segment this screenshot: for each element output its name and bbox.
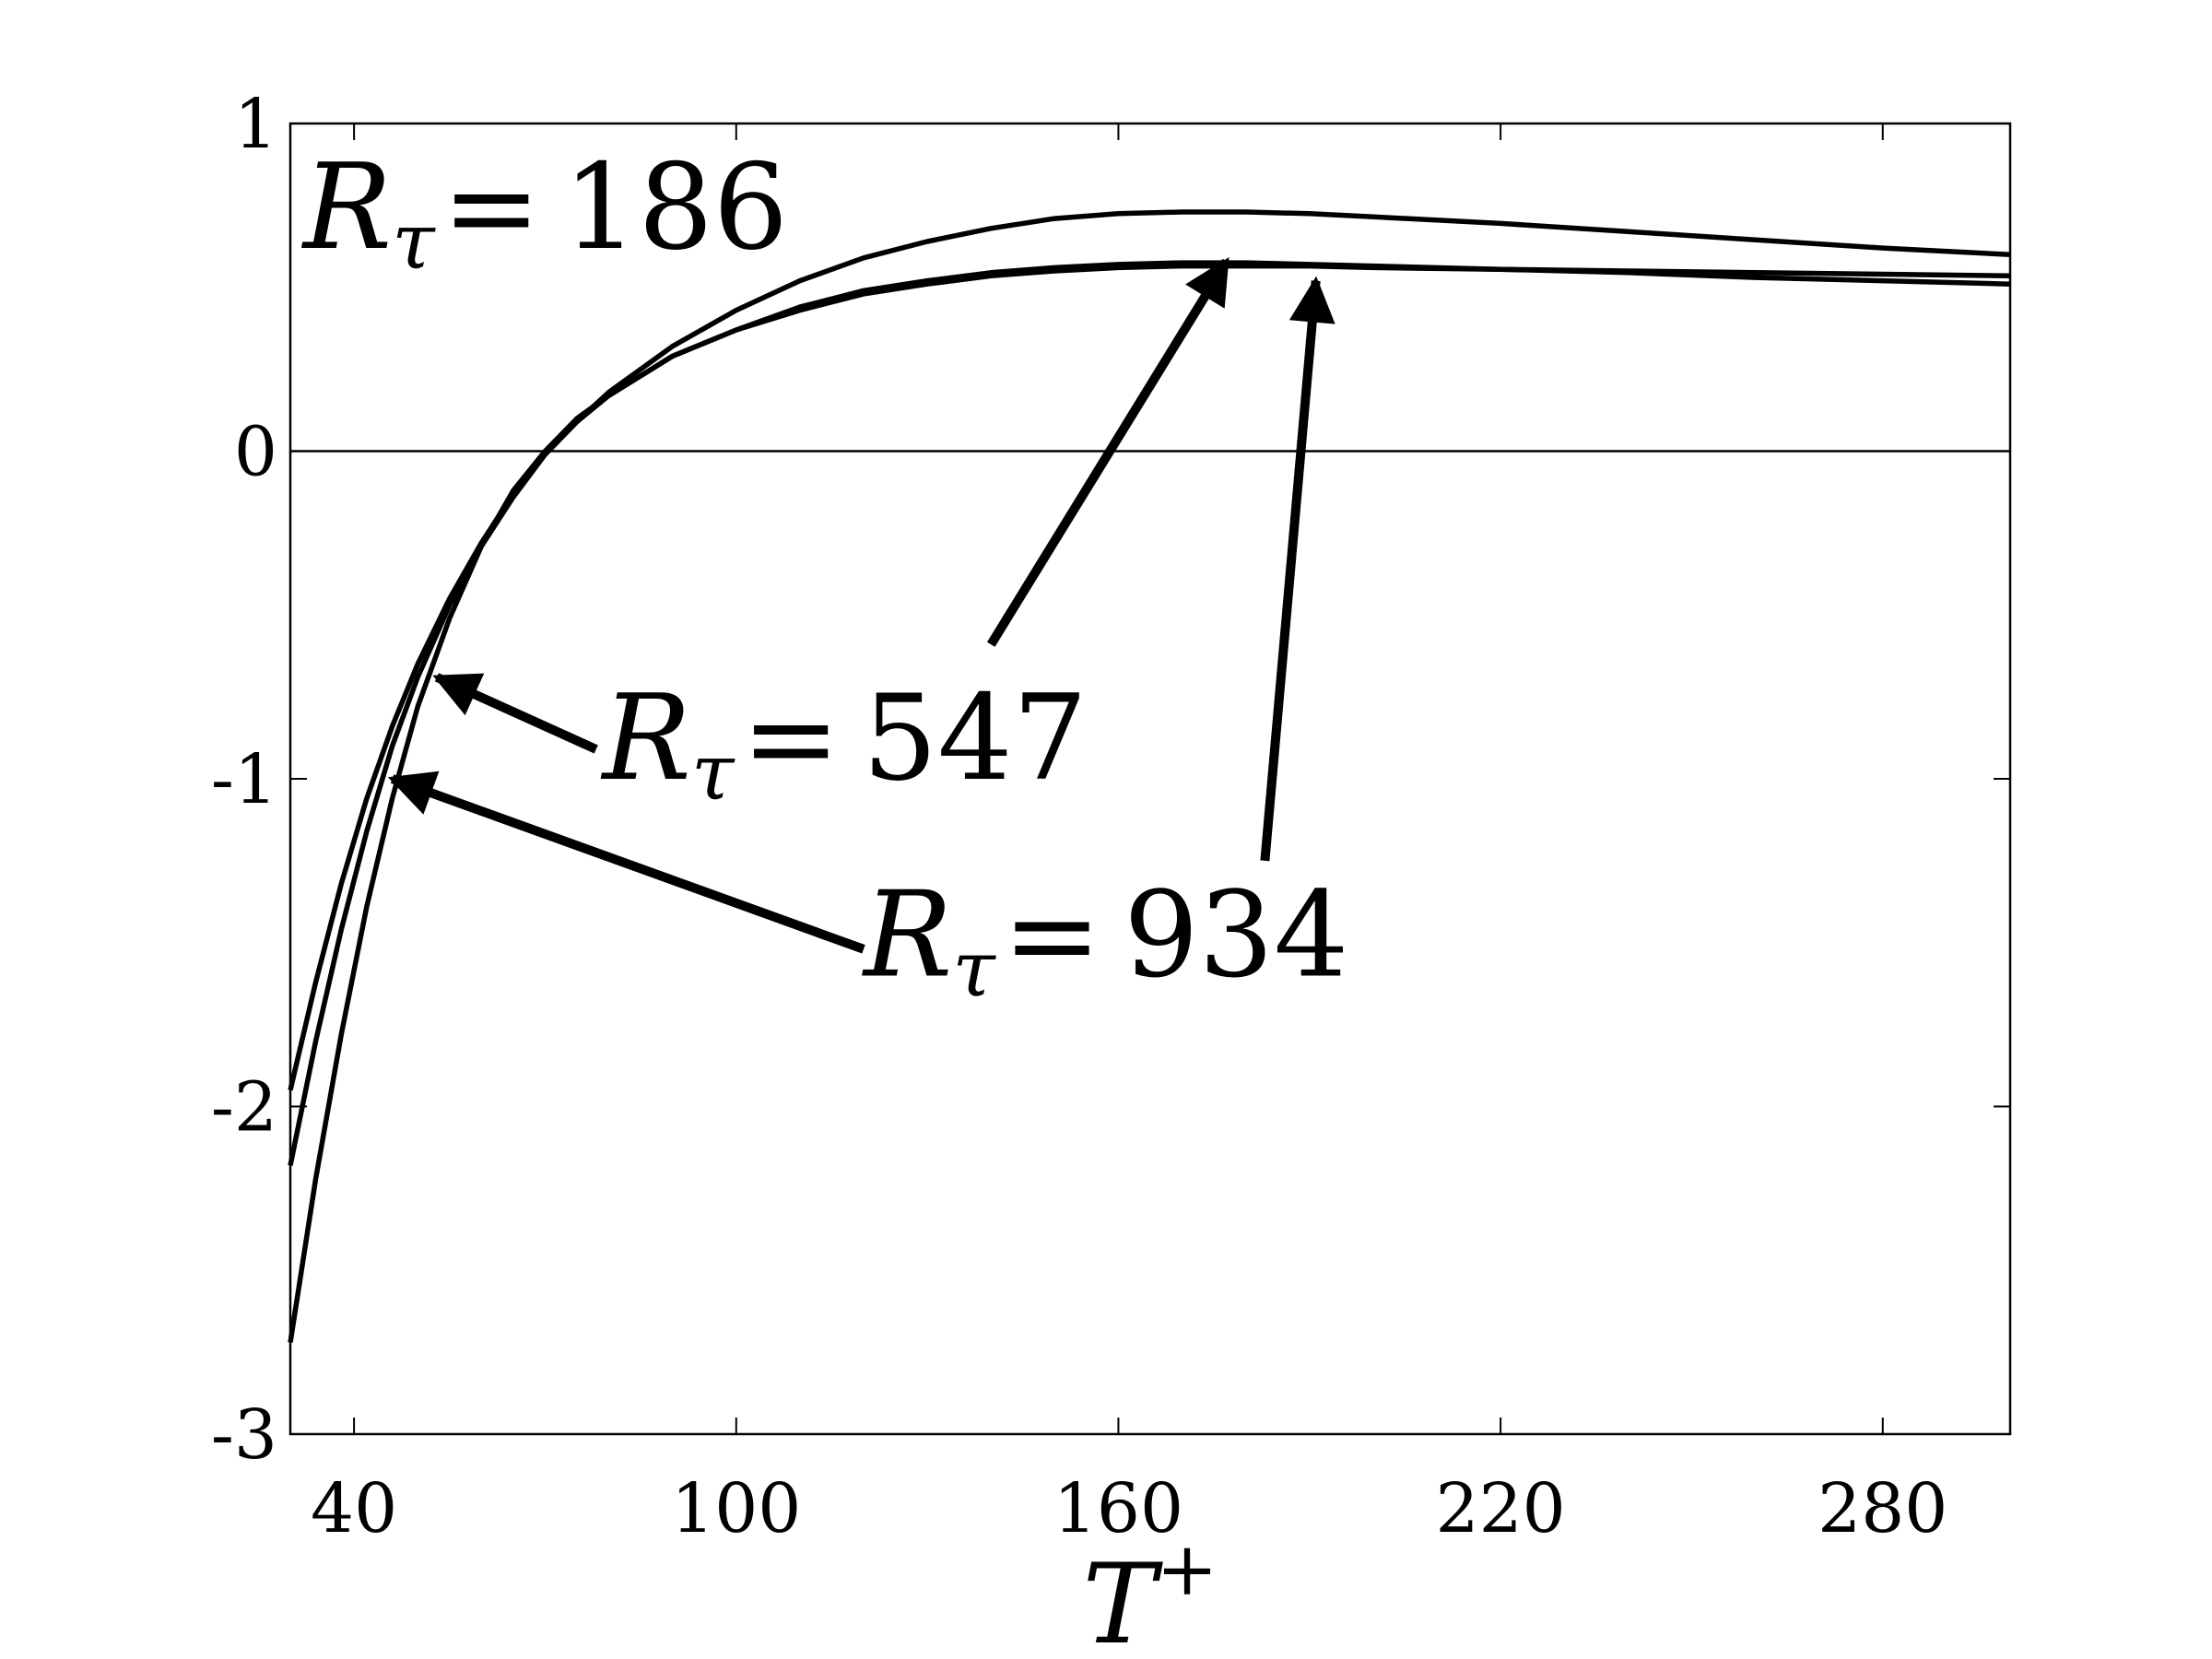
- annotation-arrow-3-2: [1260, 276, 1335, 862]
- x-tick-label: 160: [1053, 1469, 1183, 1548]
- series-line-3: [288, 260, 2011, 1343]
- plot-border: [288, 122, 2012, 1436]
- y-tick-label: 0: [234, 413, 277, 492]
- x-tick-label: 280: [1818, 1469, 1947, 1548]
- annotation-arrow-2-1: [432, 673, 598, 754]
- series-lines: [288, 209, 2011, 1343]
- series-line-1: [288, 209, 2011, 1091]
- x-tick-label: 100: [671, 1469, 801, 1548]
- y-tick-label: 1: [234, 85, 277, 164]
- y-tick-label: -2: [211, 1068, 277, 1147]
- x-tick-label: 220: [1435, 1469, 1565, 1548]
- annotations: Rτ= 186 Rτ= 547 Rτ= 934: [301, 139, 1349, 1014]
- annotation-label-2: Rτ= 547: [601, 670, 1088, 818]
- axis-ticks: 40 100 160 220 280 1 0 -1 -2 -3: [211, 85, 2010, 1548]
- y-tick-label: -1: [211, 740, 277, 819]
- x-tick-label: 40: [311, 1469, 397, 1548]
- y-tick-label: -3: [211, 1395, 277, 1475]
- annotation-arrow-2-2: [986, 257, 1231, 647]
- annotation-label-3: Rτ= 934: [862, 866, 1348, 1014]
- annotation-arrow-3-1: [387, 771, 865, 954]
- x-axis-label: T+: [1082, 1526, 1218, 1659]
- annotation-label-1: Rτ= 186: [301, 139, 788, 287]
- series-line-2: [288, 263, 2011, 1167]
- plot-area: [288, 122, 2012, 1436]
